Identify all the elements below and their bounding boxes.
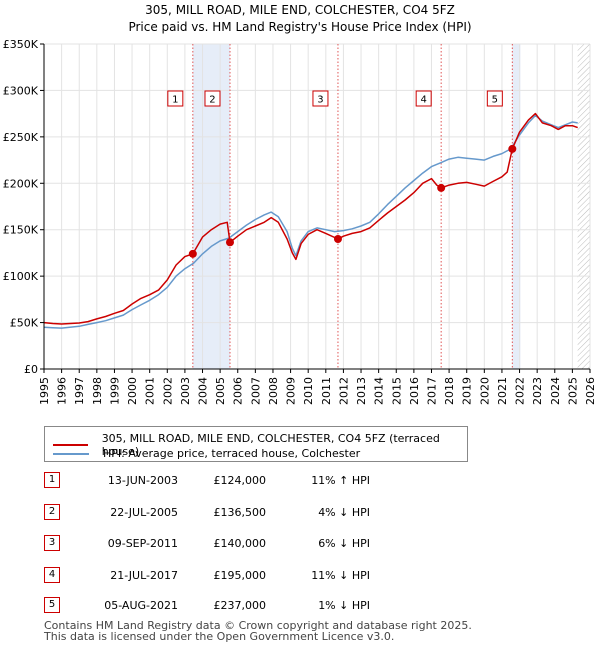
sale-label-2: 2 <box>209 95 215 106</box>
x-tick-label: 1999 <box>108 377 121 405</box>
x-tick-label: 2008 <box>267 377 280 405</box>
x-tick-label: 2007 <box>249 377 262 405</box>
sale-date: 21-JUL-2017 <box>110 569 178 582</box>
legend-item-property: 305, MILL ROAD, MILE END, COLCHESTER, CO… <box>53 432 467 458</box>
legend-swatch-hpi <box>53 452 89 455</box>
chart-subtitle: Price paid vs. HM Land Registry's House … <box>128 20 471 34</box>
footer-line-copyright: Contains HM Land Registry data © Crown c… <box>44 619 472 632</box>
sale-date: 22-JUL-2005 <box>110 506 178 519</box>
y-tick-label: £50K <box>10 317 39 330</box>
x-tick-label: 1997 <box>73 377 86 405</box>
x-tick-label: 2026 <box>584 377 597 405</box>
sale-marker-label: 5 <box>44 597 60 613</box>
chart-title: 305, MILL ROAD, MILE END, COLCHESTER, CO… <box>145 3 455 17</box>
sale-date: 05-AUG-2021 <box>104 599 178 612</box>
sale-marker-label: 2 <box>44 504 60 520</box>
sale-point-5 <box>508 144 517 153</box>
x-tick-label: 2011 <box>320 377 333 405</box>
table-row: 2 22-JUL-2005 £136,500 4% ↓ HPI <box>0 502 600 522</box>
sale-hpi-diff: 11% ↓ HPI <box>311 569 370 582</box>
legend-item-hpi: HPI: Average price, terraced house, Colc… <box>53 447 360 460</box>
sale-marker-label: 3 <box>44 535 60 551</box>
x-tick-label: 2019 <box>461 377 474 405</box>
sale-price: £140,000 <box>213 537 267 550</box>
sale-price: £124,000 <box>213 474 267 487</box>
x-tick-label: 1995 <box>38 377 51 405</box>
x-tick-label: 2010 <box>302 377 315 405</box>
x-tick-label: 2005 <box>214 377 227 405</box>
chart-legend: 305, MILL ROAD, MILE END, COLCHESTER, CO… <box>44 426 468 462</box>
y-tick-label: £250K <box>3 131 39 144</box>
sale-point-4 <box>437 183 446 192</box>
sale-marker-label: 4 <box>44 567 60 583</box>
sale-price: £136,500 <box>213 506 267 519</box>
sale-label-box <box>167 90 184 107</box>
y-tick-label: £350K <box>3 38 39 51</box>
sale-label-box <box>486 90 503 107</box>
x-tick-label: 2004 <box>197 377 210 405</box>
table-row: 5 05-AUG-2021 £237,000 1% ↓ HPI <box>0 595 600 615</box>
hatched-future-region <box>577 44 590 369</box>
sale-hpi-diff: 4% ↓ HPI <box>318 506 370 519</box>
sale-label-box <box>204 90 221 107</box>
x-tick-label: 2009 <box>285 377 298 405</box>
x-tick-label: 2024 <box>549 377 562 405</box>
price-chart: 305, MILL ROAD, MILE END, COLCHESTER, CO… <box>3 3 597 405</box>
x-tick-label: 2000 <box>126 377 139 405</box>
property-price-line <box>43 112 578 325</box>
x-tick-label: 2021 <box>496 377 509 405</box>
x-tick-label: 2012 <box>337 377 350 405</box>
sale-date: 09-SEP-2011 <box>107 537 178 550</box>
x-tick-label: 2017 <box>425 377 438 405</box>
sale-label-4: 4 <box>420 95 426 106</box>
x-tick-label: 2013 <box>355 377 368 405</box>
legend-swatch-property <box>53 444 88 446</box>
table-row: 1 13-JUN-2003 £124,000 11% ↑ HPI <box>0 470 600 490</box>
y-tick-label: £200K <box>3 177 39 190</box>
x-tick-label: 2003 <box>179 377 192 405</box>
x-tick-label: 2001 <box>144 377 157 405</box>
sale-label-box <box>312 90 329 107</box>
x-tick-label: 2002 <box>161 377 174 405</box>
sale-point-2 <box>225 238 234 247</box>
sale-marker-label: 1 <box>44 472 60 488</box>
x-tick-label: 2022 <box>514 377 527 405</box>
table-row: 4 21-JUL-2017 £195,000 11% ↓ HPI <box>0 565 600 585</box>
hpi-line <box>43 114 578 329</box>
sale-label-5: 5 <box>492 95 498 106</box>
sale-label-3: 3 <box>317 95 323 106</box>
sale-point-1 <box>188 249 197 258</box>
x-tick-label: 2025 <box>566 377 579 405</box>
sale-hpi-diff: 11% ↑ HPI <box>311 474 370 487</box>
x-tick-label: 2020 <box>478 377 491 405</box>
sale-label-1: 1 <box>172 95 178 106</box>
sale-price: £237,000 <box>213 599 267 612</box>
y-tick-label: £300K <box>3 84 39 97</box>
x-tick-label: 2016 <box>408 377 421 405</box>
sale-label-box <box>415 90 432 107</box>
legend-label-hpi: HPI: Average price, terraced house, Colc… <box>103 447 361 460</box>
x-tick-label: 1996 <box>56 377 69 405</box>
x-tick-label: 2014 <box>373 377 386 405</box>
table-row: 3 09-SEP-2011 £140,000 6% ↓ HPI <box>0 533 600 553</box>
x-tick-label: 2023 <box>531 377 544 405</box>
sale-hpi-diff: 1% ↓ HPI <box>318 599 370 612</box>
x-tick-label: 2018 <box>443 377 456 405</box>
footer-line-licence: This data is licensed under the Open Gov… <box>44 630 395 643</box>
x-tick-label: 2006 <box>232 377 245 405</box>
x-tick-label: 1998 <box>91 377 104 405</box>
sale-point-3 <box>333 235 342 243</box>
shaded-period <box>512 44 521 369</box>
footer-attribution: Contains HM Land Registry data © Crown c… <box>44 620 472 642</box>
sale-date: 13-JUN-2003 <box>107 474 178 487</box>
y-tick-label: £0 <box>24 363 38 376</box>
sale-hpi-diff: 6% ↓ HPI <box>318 537 370 550</box>
x-tick-label: 2015 <box>390 377 403 405</box>
y-tick-label: £100K <box>3 270 39 283</box>
y-tick-label: £150K <box>3 224 39 237</box>
legend-label-property: 305, MILL ROAD, MILE END, COLCHESTER, CO… <box>101 432 440 458</box>
sale-price: £195,000 <box>213 569 267 582</box>
